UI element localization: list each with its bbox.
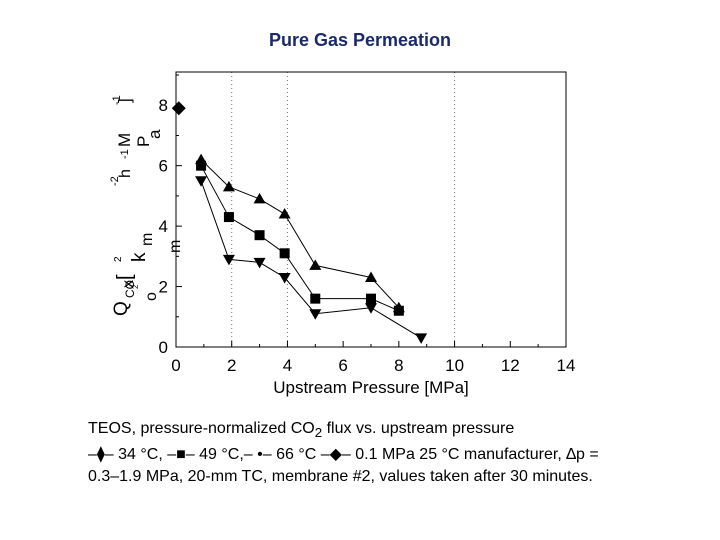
y-axis-title-fragment: x — [120, 280, 137, 288]
y-axis-title-fragment: a — [145, 129, 164, 139]
y-axis-title-fragment: 2 — [131, 284, 140, 289]
caption-subscript: 2 — [314, 425, 323, 441]
y-axis-title-fragment: m — [139, 233, 156, 246]
y-axis-title-fragment: CO — [123, 280, 137, 298]
y-axis-title-fragment: Q — [111, 301, 132, 316]
data-point — [222, 180, 235, 192]
y-axis-title-fragment: P — [134, 136, 153, 147]
y-tick-label: 0 — [159, 338, 168, 357]
chart-title: Pure Gas Permeation — [268, 30, 452, 50]
axis-ticks: 0 2 4 6 8 10 12 14 0 2 4 6 8 — [159, 74, 576, 375]
data-point — [278, 272, 291, 284]
series-triangle-down — [195, 176, 428, 344]
x-tick-label: 4 — [283, 356, 292, 375]
data-point — [365, 303, 377, 314]
data-point — [253, 257, 266, 269]
y-axis-title-fragment: k — [129, 252, 150, 262]
y-axis-title-fragment: M — [115, 133, 134, 147]
y-tick-label: 4 — [159, 217, 168, 236]
series-square — [196, 160, 404, 316]
chart-svg: 0 2 4 6 8 10 12 14 0 2 4 6 8 Upstream Pressure [MPa]… — [109, 71, 576, 397]
x-tick-label: 14 — [557, 356, 576, 375]
x-tick-label: 12 — [501, 356, 520, 375]
figure-caption: TEOS, pressure-normalized CO2 flux vs. u… — [88, 418, 688, 488]
data-point — [309, 259, 322, 270]
data-point — [279, 248, 290, 259]
caption-legend-line: –⧫– 34 °C, –■– 49 °C,– •– 66 °C –◆– 0.1 … — [88, 446, 599, 464]
y-axis-title-fragment: h — [117, 169, 134, 178]
data-point — [365, 271, 377, 282]
data-point — [310, 293, 321, 304]
caption-line-1-post: flux vs. upstream pressure — [322, 420, 515, 437]
series-triangle-up — [195, 153, 405, 313]
series-line — [200, 159, 400, 309]
data-point — [393, 305, 404, 316]
data-point — [366, 293, 376, 304]
y-axis-title-fragment: 2 — [113, 256, 124, 262]
data-point — [195, 176, 208, 187]
data-point — [415, 333, 428, 344]
data-point — [223, 212, 234, 223]
data-point — [278, 208, 291, 219]
y-axis-title-fragment: m — [167, 240, 184, 253]
y-tick-label: 6 — [159, 157, 168, 176]
x-tick-label: 2 — [227, 356, 236, 375]
x-tick-label: 6 — [338, 356, 347, 375]
data-point — [254, 230, 265, 241]
x-tick-label: 0 — [171, 356, 180, 375]
caption-line-1: TEOS, pressure-normalized CO2 flux vs. u… — [88, 418, 688, 444]
y-axis-title-fragment: -2 — [109, 176, 121, 186]
x-axis-title: Upstream Pressure [MPa] — [273, 378, 469, 397]
grid — [231, 72, 456, 347]
data-point — [171, 101, 186, 116]
series-layer — [171, 101, 428, 344]
data-point — [253, 192, 266, 204]
y-axis-title-fragment: -1 — [111, 95, 123, 105]
y-axis-title-fragment: o — [143, 292, 160, 301]
x-tick-label: 8 — [394, 356, 403, 375]
data-point — [222, 254, 235, 266]
y-axis-title-fragment: [ — [114, 274, 136, 280]
y-tick-label: 2 — [159, 278, 168, 297]
data-point — [309, 309, 322, 320]
data-point — [196, 160, 207, 171]
y-axis-title-fragment: ] — [115, 98, 134, 103]
y-tick-label: 8 — [159, 96, 168, 115]
series-diamond — [171, 101, 186, 116]
caption-line-1-pre: TEOS, pressure-normalized CO — [88, 420, 315, 437]
x-tick-label: 10 — [445, 356, 464, 375]
caption-line-3: 0.3–1.9 MPa, 20-mm TC, membrane #2, valu… — [88, 468, 593, 486]
y-axis-title-fragment: -1 — [119, 149, 131, 159]
